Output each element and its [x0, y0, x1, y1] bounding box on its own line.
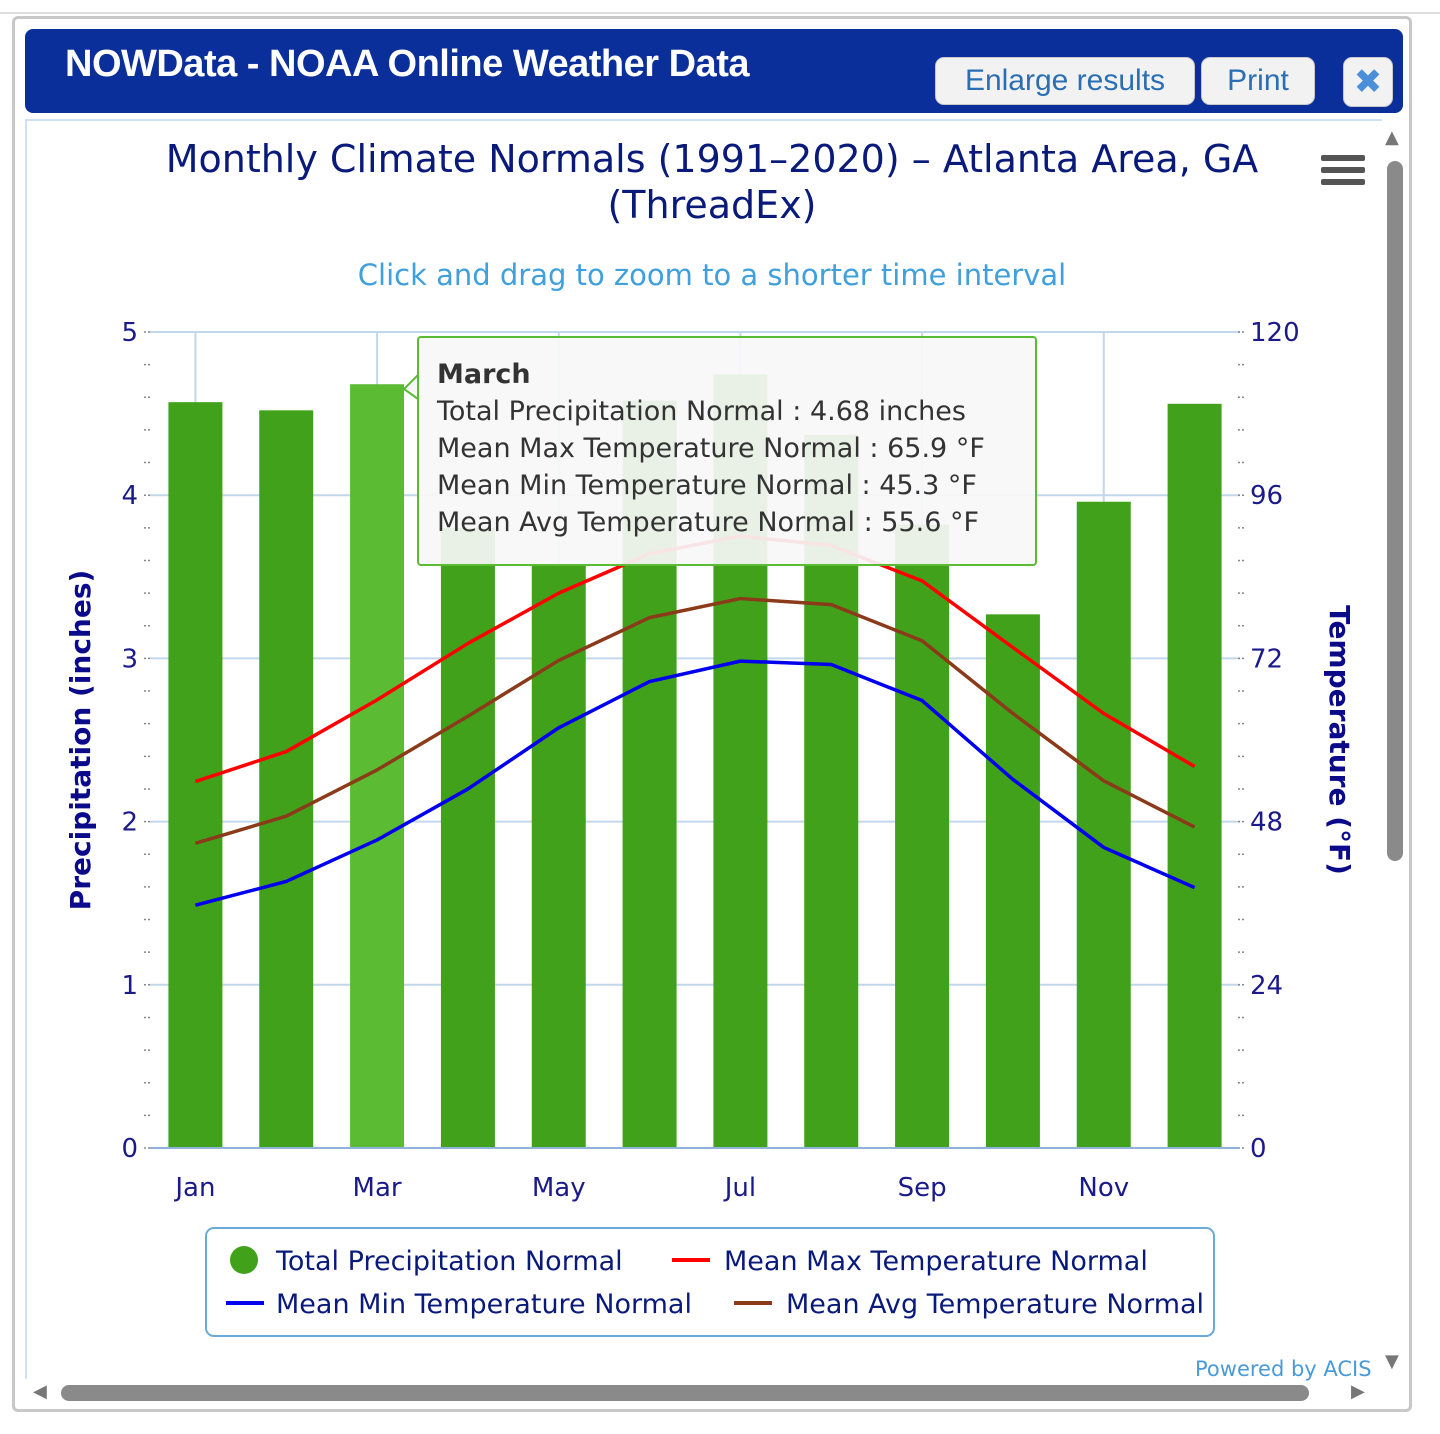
precip-bar-oct	[985, 614, 1040, 1148]
chart-title-line2: (ThreadEx)	[607, 183, 816, 227]
tooltip-title: March	[437, 359, 531, 390]
min-temp-line	[194, 659, 1196, 907]
precip-bar-nov	[1076, 501, 1131, 1148]
scroll-down-icon[interactable]: ▼	[1385, 1351, 1399, 1372]
y-right-tick-label: 120	[1250, 318, 1300, 348]
powered-by-acis-link[interactable]: Powered by ACIS	[1195, 1357, 1372, 1381]
precip-bar-sep	[895, 524, 950, 1148]
close-icon[interactable]: ✖	[1343, 57, 1393, 107]
legend-label-precip: Total Precipitation Normal	[275, 1246, 623, 1277]
background-page-strip	[0, 0, 1440, 14]
legend-label-max: Mean Max Temperature Normal	[724, 1246, 1148, 1277]
chart-menu-icon[interactable]	[1321, 155, 1365, 191]
vertical-scroll-thumb[interactable]	[1387, 161, 1403, 861]
chart-tooltip: March Total Precipitation Normal : 4.68 i…	[402, 336, 1037, 566]
y-left-axis-title: Precipitation (inches)	[64, 570, 97, 911]
y-right-tick-label: 48	[1250, 808, 1283, 838]
scroll-left-icon[interactable]: ◀	[33, 1381, 47, 1402]
results-content	[25, 119, 1382, 1379]
print-button[interactable]: Print	[1201, 57, 1315, 105]
tooltip-line: Total Precipitation Normal : 4.68 inches	[436, 396, 966, 427]
tooltip-line: Mean Max Temperature Normal : 65.9 °F	[437, 433, 985, 464]
vertical-scrollbar[interactable]: ▲ ▼	[1379, 125, 1407, 1375]
precip-bar-mar	[350, 384, 405, 1148]
dialog-title: NOWData - NOAA Online Weather Data	[65, 43, 749, 85]
x-tick-label: Mar	[353, 1173, 402, 1203]
horizontal-scroll-thumb[interactable]	[61, 1385, 1309, 1401]
tooltip-box	[417, 336, 1037, 566]
y-right-tick-label: 0	[1250, 1134, 1267, 1164]
precip-bar-apr	[440, 527, 495, 1148]
y-left-tick-label: 2	[121, 808, 138, 838]
y-right-tick-label: 72	[1250, 644, 1283, 674]
enlarge-results-button[interactable]: Enlarge results	[935, 57, 1195, 105]
y-left-tick-label: 0	[121, 1134, 138, 1164]
tooltip-pointer	[402, 372, 419, 401]
chart-subtitle: Click and drag to zoom to a shorter time…	[358, 258, 1066, 292]
x-tick-label: Jan	[173, 1173, 215, 1203]
x-tick-label: Sep	[898, 1173, 947, 1203]
y-left-tick-label: 3	[121, 644, 138, 674]
scroll-right-icon[interactable]: ▶	[1351, 1381, 1365, 1402]
legend-marker-precip	[230, 1246, 258, 1274]
legend-label-min: Mean Min Temperature Normal	[276, 1289, 692, 1320]
y-left-tick-label: 1	[121, 971, 138, 1001]
x-tick-label: May	[532, 1173, 586, 1203]
y-right-axis-title: Temperature (°F)	[1323, 605, 1356, 875]
legend-box	[205, 1227, 1215, 1337]
precip-bar-feb	[259, 410, 314, 1148]
horizontal-scrollbar[interactable]: ◀ ▶	[31, 1379, 1383, 1405]
precip-bar-dec	[1167, 403, 1222, 1149]
tooltip-line: Mean Avg Temperature Normal : 55.6 °F	[437, 507, 979, 538]
x-tick-label: Jul	[723, 1173, 756, 1203]
avg-temp-line	[194, 596, 1196, 846]
legend-label-avg: Mean Avg Temperature Normal	[786, 1289, 1204, 1320]
scroll-up-icon[interactable]: ▲	[1385, 127, 1399, 148]
y-right-tick-label: 96	[1250, 481, 1283, 511]
y-right-tick-label: 24	[1250, 971, 1283, 1001]
y-left-tick-label: 4	[121, 481, 138, 511]
x-tick-label: Nov	[1078, 1173, 1129, 1203]
dialog-titlebar[interactable]: NOWData - NOAA Online Weather Data Enlar…	[25, 29, 1403, 113]
y-left-tick-label: 5	[121, 318, 138, 348]
tooltip-line: Mean Min Temperature Normal : 45.3 °F	[437, 470, 977, 501]
chart-title-line1: Monthly Climate Normals (1991–2020) – At…	[166, 137, 1259, 181]
